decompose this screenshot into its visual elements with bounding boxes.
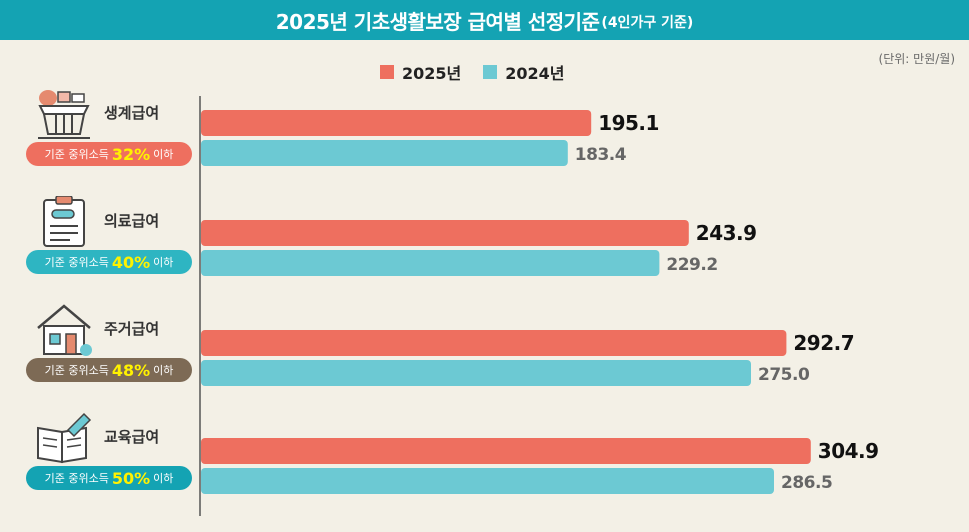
legend-label-2025: 2025년 [402, 64, 462, 83]
value-label-2024-1: 229.2 [666, 255, 717, 275]
bar-2025-3 [201, 438, 811, 464]
title-banner: 2025년 기초생활보장 급여별 선정기준 (4인가구 기준) [0, 0, 969, 40]
bar-2024-2 [201, 360, 751, 386]
badge-suffix: 이하 [153, 364, 174, 377]
bar-2024-0 [201, 140, 568, 166]
book-pencil-icon [37, 412, 92, 464]
category-name: 주거급여 [104, 320, 160, 338]
bar-2024-3 [201, 468, 774, 494]
category-name: 교육급여 [104, 428, 160, 446]
badge-percent: 32% [111, 144, 151, 164]
market-stall-icon [38, 90, 90, 139]
threshold-badge: 기준 중위소득 50% 이하 [26, 466, 192, 490]
bar-2024-1 [201, 250, 660, 276]
badge-prefix: 기준 중위소득 [44, 148, 109, 161]
value-label-2025-3: 304.9 [818, 439, 879, 463]
legend: 2025년 2024년 [380, 60, 565, 84]
medical-clipboard-icon [43, 196, 85, 247]
badge-prefix: 기준 중위소득 [44, 472, 109, 485]
chart-subtitle: (4인가구 기준) [601, 14, 694, 31]
value-label-2024-2: 275.0 [758, 365, 810, 385]
badge-percent: 48% [111, 360, 151, 380]
badge-suffix: 이하 [153, 472, 174, 485]
badge-percent: 40% [111, 252, 151, 272]
badge-percent: 50% [111, 468, 151, 488]
legend-swatch-2024 [483, 65, 498, 79]
badge-suffix: 이하 [153, 148, 174, 161]
chart-title: 2025년 기초생활보장 급여별 선정기준 [275, 9, 600, 34]
value-label-2024-0: 183.4 [575, 145, 627, 165]
bar-2025-1 [201, 220, 689, 246]
bar-2025-0 [201, 110, 592, 136]
bar-2025-2 [201, 330, 787, 356]
badge-prefix: 기준 중위소득 [44, 256, 109, 269]
value-label-2025-2: 292.7 [793, 331, 854, 355]
badge-prefix: 기준 중위소득 [44, 364, 109, 377]
legend-label-2024: 2024년 [505, 64, 565, 83]
value-label-2025-1: 243.9 [696, 221, 757, 245]
category-name: 의료급여 [104, 212, 160, 230]
threshold-badge: 기준 중위소득 40% 이하 [26, 250, 192, 274]
legend-swatch-2025 [380, 65, 394, 79]
house-icon [37, 304, 92, 356]
category-name: 생계급여 [104, 104, 160, 122]
legend-item-2025: 2025년 [380, 60, 461, 84]
value-label-2025-0: 195.1 [598, 111, 659, 135]
value-label-2024-3: 286.5 [781, 473, 832, 493]
threshold-badge: 기준 중위소득 48% 이하 [26, 358, 192, 382]
legend-item-2024: 2024년 [483, 60, 565, 84]
unit-label: (단위: 만원/월) [878, 52, 955, 66]
threshold-badge: 기준 중위소득 32% 이하 [26, 142, 192, 166]
badge-suffix: 이하 [153, 256, 174, 269]
